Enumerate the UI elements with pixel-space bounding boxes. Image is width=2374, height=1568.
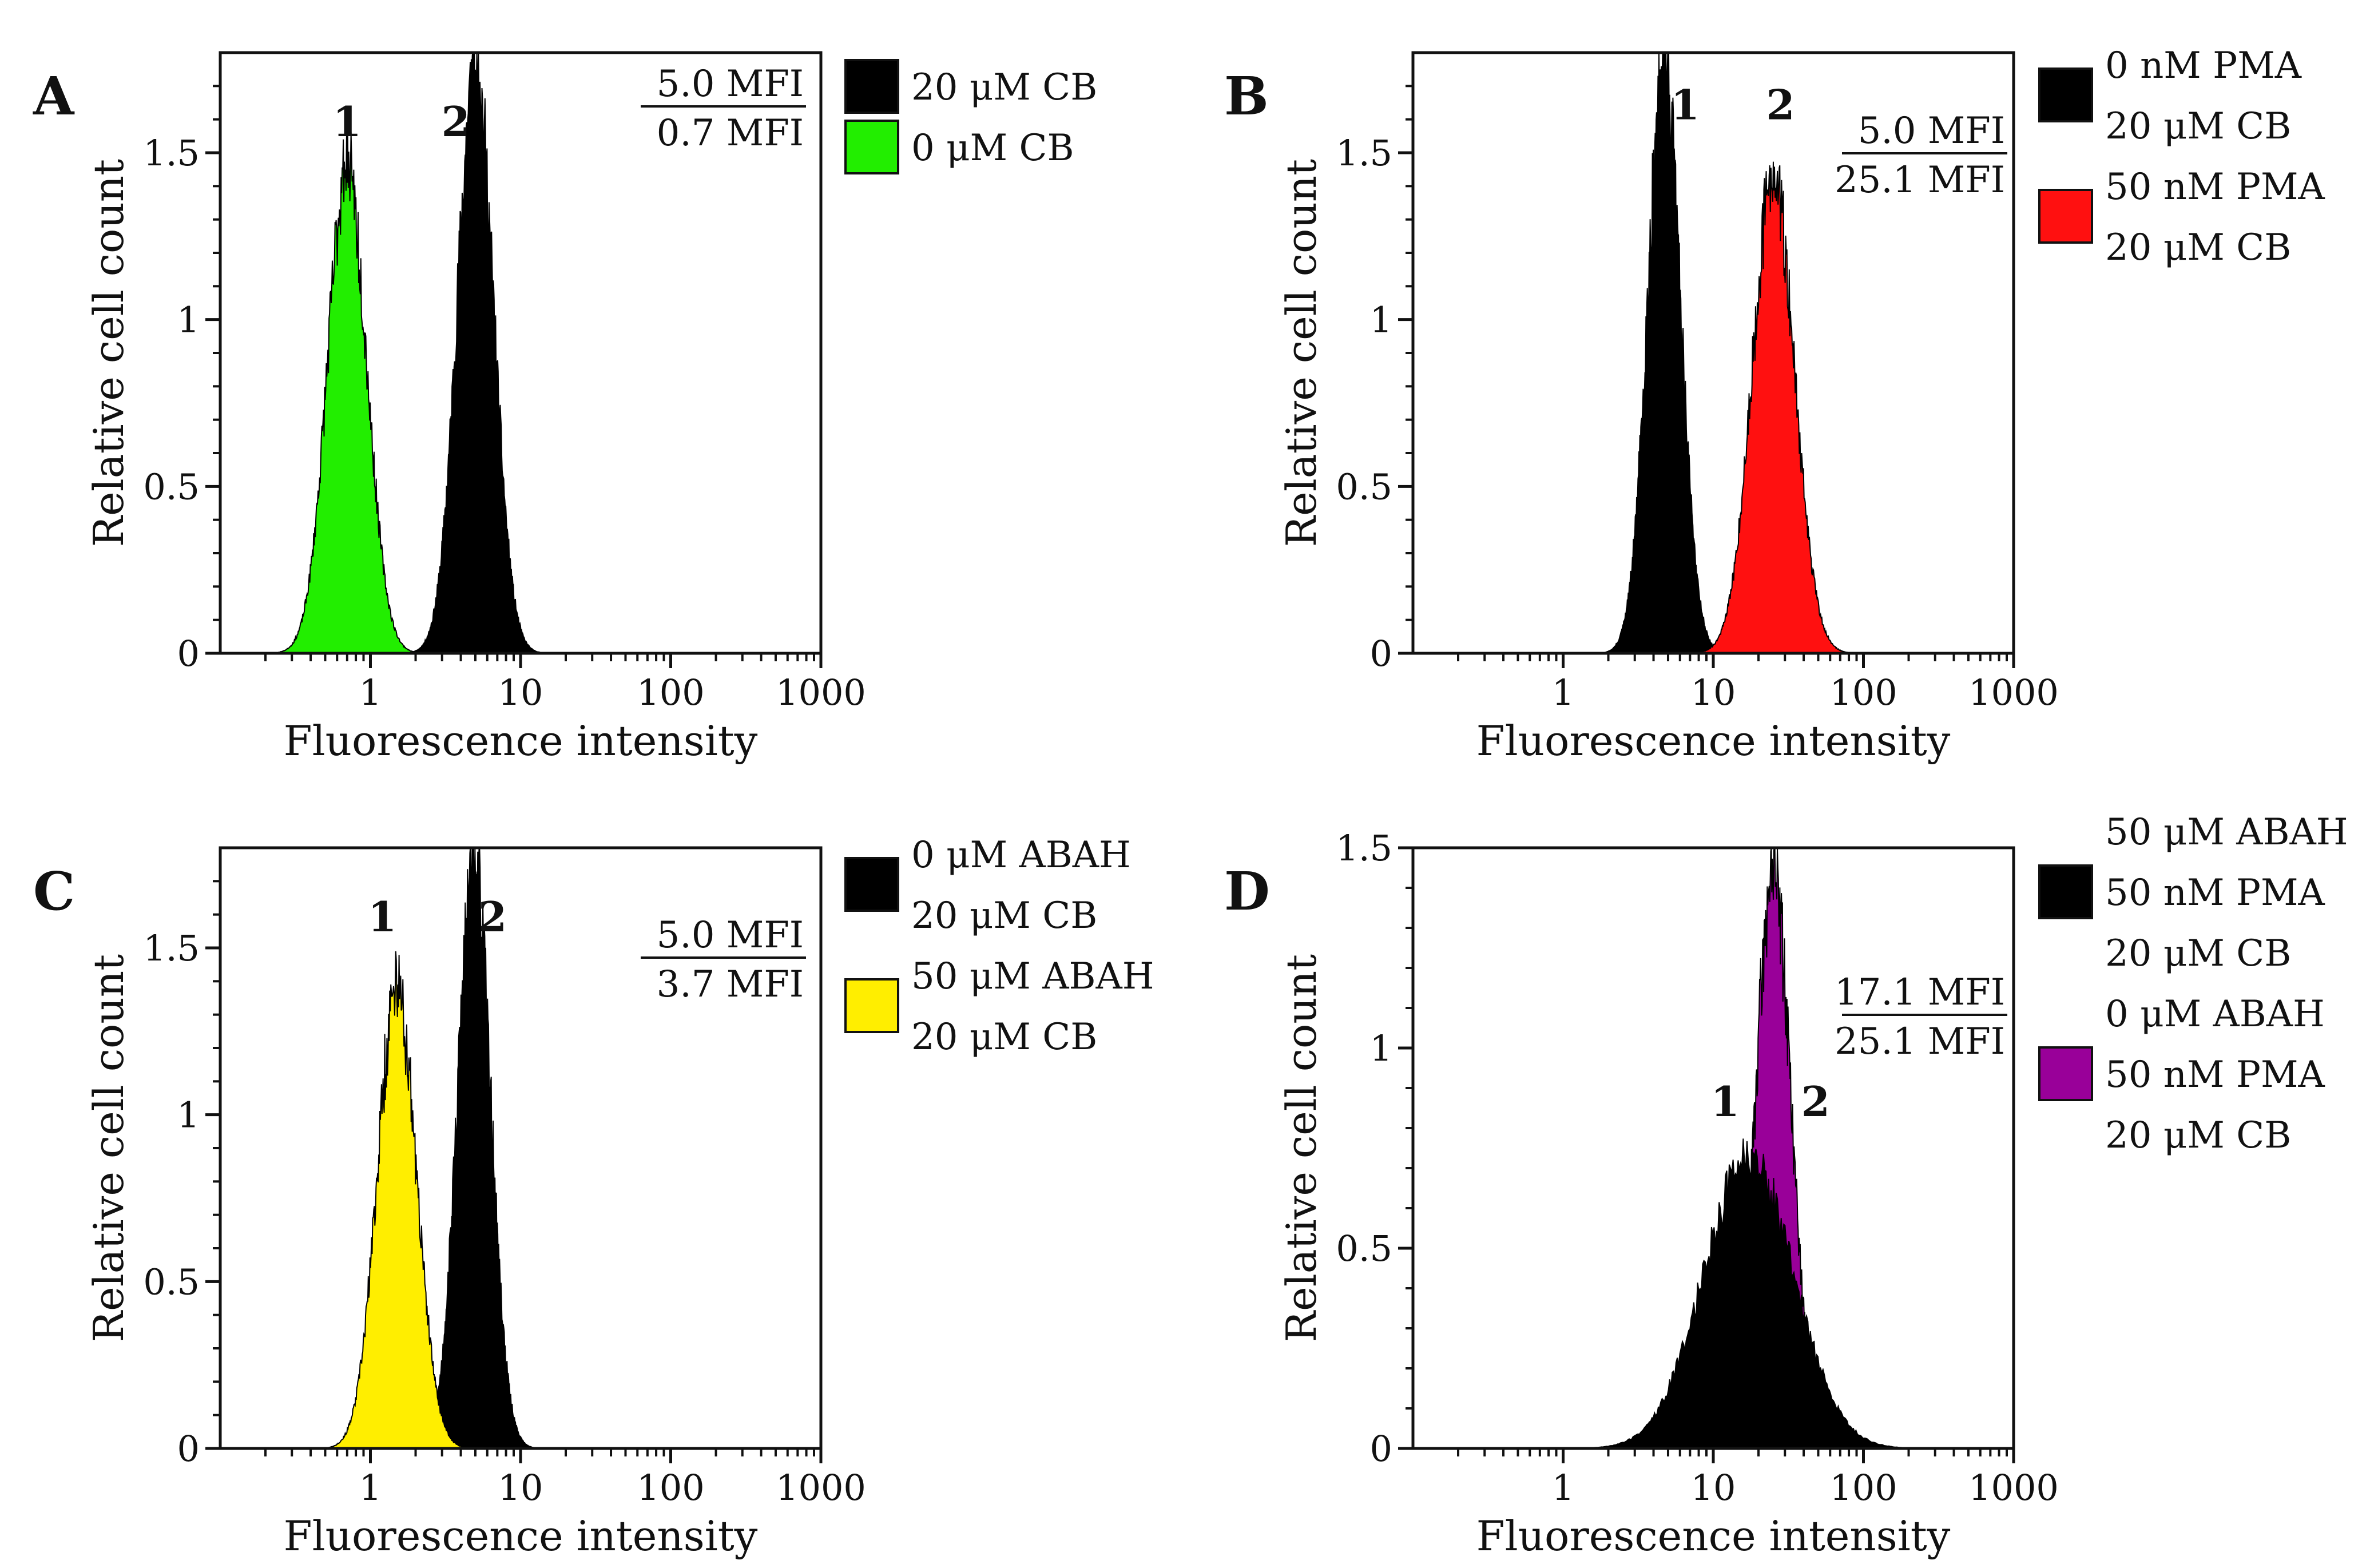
histogram-series-2 — [1678, 161, 1868, 654]
mfi-numerator: 5.0 MFI — [1858, 110, 2005, 152]
histogram-series-2 — [259, 132, 435, 654]
y-axis-label: Relative cell count — [1277, 954, 1325, 1342]
y-axis-label: Relative cell count — [1277, 159, 1325, 547]
x-axis-label: Fluorescence intensity — [1476, 717, 1951, 765]
histogram-series-1 — [394, 52, 557, 654]
x-tick-label: 1 — [1552, 1467, 1574, 1509]
y-tick-label: 1.5 — [1336, 132, 1392, 174]
legend-label: 20 μM CB — [2105, 105, 2291, 148]
peak-label: 2 — [478, 892, 507, 941]
x-tick-label: 100 — [637, 672, 704, 713]
x-tick-label: 10 — [498, 1467, 543, 1509]
legend-label: 0 μM ABAH — [2105, 993, 2325, 1035]
legend-label: 50 nM PMA — [2105, 872, 2325, 914]
legend-label: 0 nM PMA — [2105, 45, 2302, 87]
histogram-series-2 — [309, 951, 485, 1449]
panel-letter: D — [1224, 860, 1270, 922]
y-tick-label: 1.5 — [143, 927, 200, 969]
x-tick-label: 1 — [1552, 672, 1574, 713]
x-tick-label: 100 — [1829, 672, 1897, 713]
y-tick-label: 0 — [177, 633, 200, 674]
x-tick-label: 100 — [1829, 1467, 1897, 1509]
x-axis-label: Fluorescence intensity — [284, 1512, 758, 1560]
x-tick-label: 10 — [1691, 1467, 1736, 1509]
legend-swatch — [2038, 864, 2093, 919]
panel-letter: C — [33, 860, 75, 922]
x-tick-label: 10 — [498, 672, 543, 713]
y-tick-label: 0.5 — [1336, 1228, 1392, 1269]
x-tick-label: 100 — [637, 1467, 704, 1509]
y-tick-label: 0.5 — [143, 466, 200, 507]
legend-label: 50 μM ABAH — [911, 955, 1154, 998]
peak-label: 2 — [1766, 81, 1795, 129]
mfi-numerator: 5.0 MFI — [657, 63, 804, 105]
mfi-denominator: 25.1 MFI — [1835, 159, 2005, 201]
y-tick-label: 1.5 — [1336, 827, 1392, 869]
x-tick-label: 1000 — [1968, 672, 2059, 713]
mfi-numerator: 5.0 MFI — [657, 914, 804, 956]
y-tick-label: 1 — [1370, 299, 1392, 341]
peak-label: 1 — [1711, 1077, 1740, 1126]
legend-swatch — [2038, 189, 2093, 244]
legend-label: 20 μM CB — [2105, 227, 2291, 269]
legend-label: 20 μM CB — [2105, 1114, 2291, 1157]
mfi-denominator: 3.7 MFI — [657, 963, 804, 1006]
mfi-denominator: 0.7 MFI — [657, 112, 804, 154]
legend-swatch — [844, 59, 899, 114]
y-tick-label: 1 — [177, 1094, 200, 1136]
y-tick-label: 0.5 — [143, 1261, 200, 1303]
y-tick-label: 0 — [177, 1428, 200, 1470]
peak-label: 1 — [1671, 81, 1700, 129]
x-tick-label: 1 — [359, 1467, 382, 1509]
legend-label: 20 μM CB — [911, 895, 1097, 937]
y-tick-label: 1 — [177, 299, 200, 341]
panel-letter: B — [1224, 65, 1269, 127]
peak-label: 2 — [442, 97, 470, 146]
mfi-numerator: 17.1 MFI — [1835, 971, 2005, 1014]
x-axis-label: Fluorescence intensity — [1476, 1512, 1951, 1560]
x-tick-label: 1000 — [776, 672, 866, 713]
legend-label: 50 μM ABAH — [2105, 811, 2348, 854]
y-axis-label: Relative cell count — [85, 159, 133, 547]
y-tick-label: 1.5 — [143, 132, 200, 174]
panel-letter: A — [33, 65, 75, 127]
y-tick-label: 0 — [1370, 1428, 1392, 1470]
legend-swatch — [844, 857, 899, 912]
legend-label: 20 μM CB — [2105, 932, 2291, 975]
y-tick-label: 0.5 — [1336, 466, 1392, 507]
legend-label: 50 nM PMA — [2105, 166, 2325, 208]
peak-label: 1 — [333, 97, 362, 146]
panel-c: C 1 10 100 1000 0 0.5 1 1.5 Fluorescence intensit… — [33, 834, 1154, 1560]
y-axis-label: Relative cell count — [85, 954, 133, 1342]
legend-swatch — [844, 978, 899, 1033]
mfi-denominator: 25.1 MFI — [1835, 1021, 2005, 1063]
x-tick-label: 1000 — [1968, 1467, 2059, 1509]
panel-d: D 1 10 100 1000 0 0.5 1 1.5 Fluorescence intensit… — [1224, 811, 2348, 1560]
histogram-series-2 — [1545, 1138, 1951, 1449]
legend-swatch — [844, 120, 899, 174]
panel-a: A 1 10 100 1000 0 0.5 1 1.5 Fluorescence intensit… — [33, 51, 1097, 765]
y-tick-label: 0 — [1370, 633, 1392, 674]
legend-label: 0 μM ABAH — [911, 834, 1131, 876]
y-tick-label: 1 — [1370, 1027, 1392, 1069]
legend-label: 20 μM CB — [911, 66, 1097, 109]
peak-label: 1 — [368, 892, 396, 941]
histogram-series-1 — [1590, 52, 1738, 654]
legend-label: 50 nM PMA — [2105, 1054, 2325, 1096]
legend-swatch — [2038, 1046, 2093, 1101]
x-tick-label: 1 — [359, 672, 382, 713]
panel-b: B 1 10 100 1000 0 0.5 1 1.5 Fluorescence intensit… — [1224, 45, 2325, 765]
x-tick-label: 10 — [1691, 672, 1736, 713]
x-axis-label: Fluorescence intensity — [284, 717, 758, 765]
legend-label: 20 μM CB — [911, 1016, 1097, 1058]
peak-label: 2 — [1801, 1077, 1830, 1126]
x-tick-label: 1000 — [776, 1467, 866, 1509]
legend-label: 0 μM CB — [911, 127, 1074, 169]
legend-swatch — [2038, 68, 2093, 122]
